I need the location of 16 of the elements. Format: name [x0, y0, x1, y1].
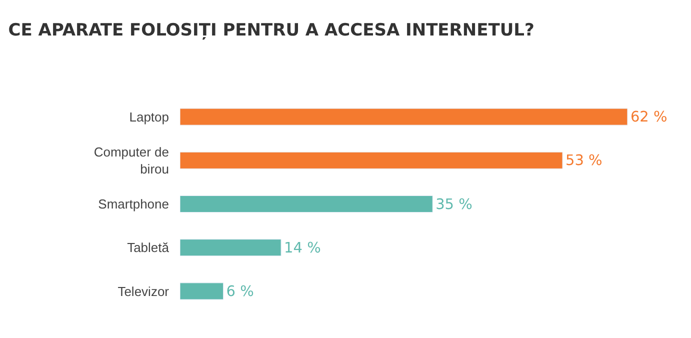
- y-tick-label: Computer de birou: [94, 144, 169, 176]
- bar: [180, 195, 433, 213]
- chart-title: CE APARATE FOLOSIȚI PENTRU A ACCESA INTERNETUL?: [8, 20, 534, 41]
- y-tick-label: Televizor: [118, 284, 170, 299]
- bar: [180, 108, 628, 126]
- data-label: 14 %: [284, 240, 321, 256]
- bar: [180, 239, 282, 256]
- bar: [180, 152, 563, 169]
- data-label: 6 %: [226, 284, 254, 300]
- data-label: 35 %: [436, 196, 472, 213]
- data-label: 53 %: [566, 153, 602, 170]
- y-tick-label: Laptop: [129, 109, 169, 124]
- bar: [180, 282, 224, 300]
- data-label: 62 %: [630, 110, 668, 126]
- y-tick-label: Tabletă: [127, 240, 170, 256]
- y-tick-label: Smartphone: [98, 196, 169, 212]
